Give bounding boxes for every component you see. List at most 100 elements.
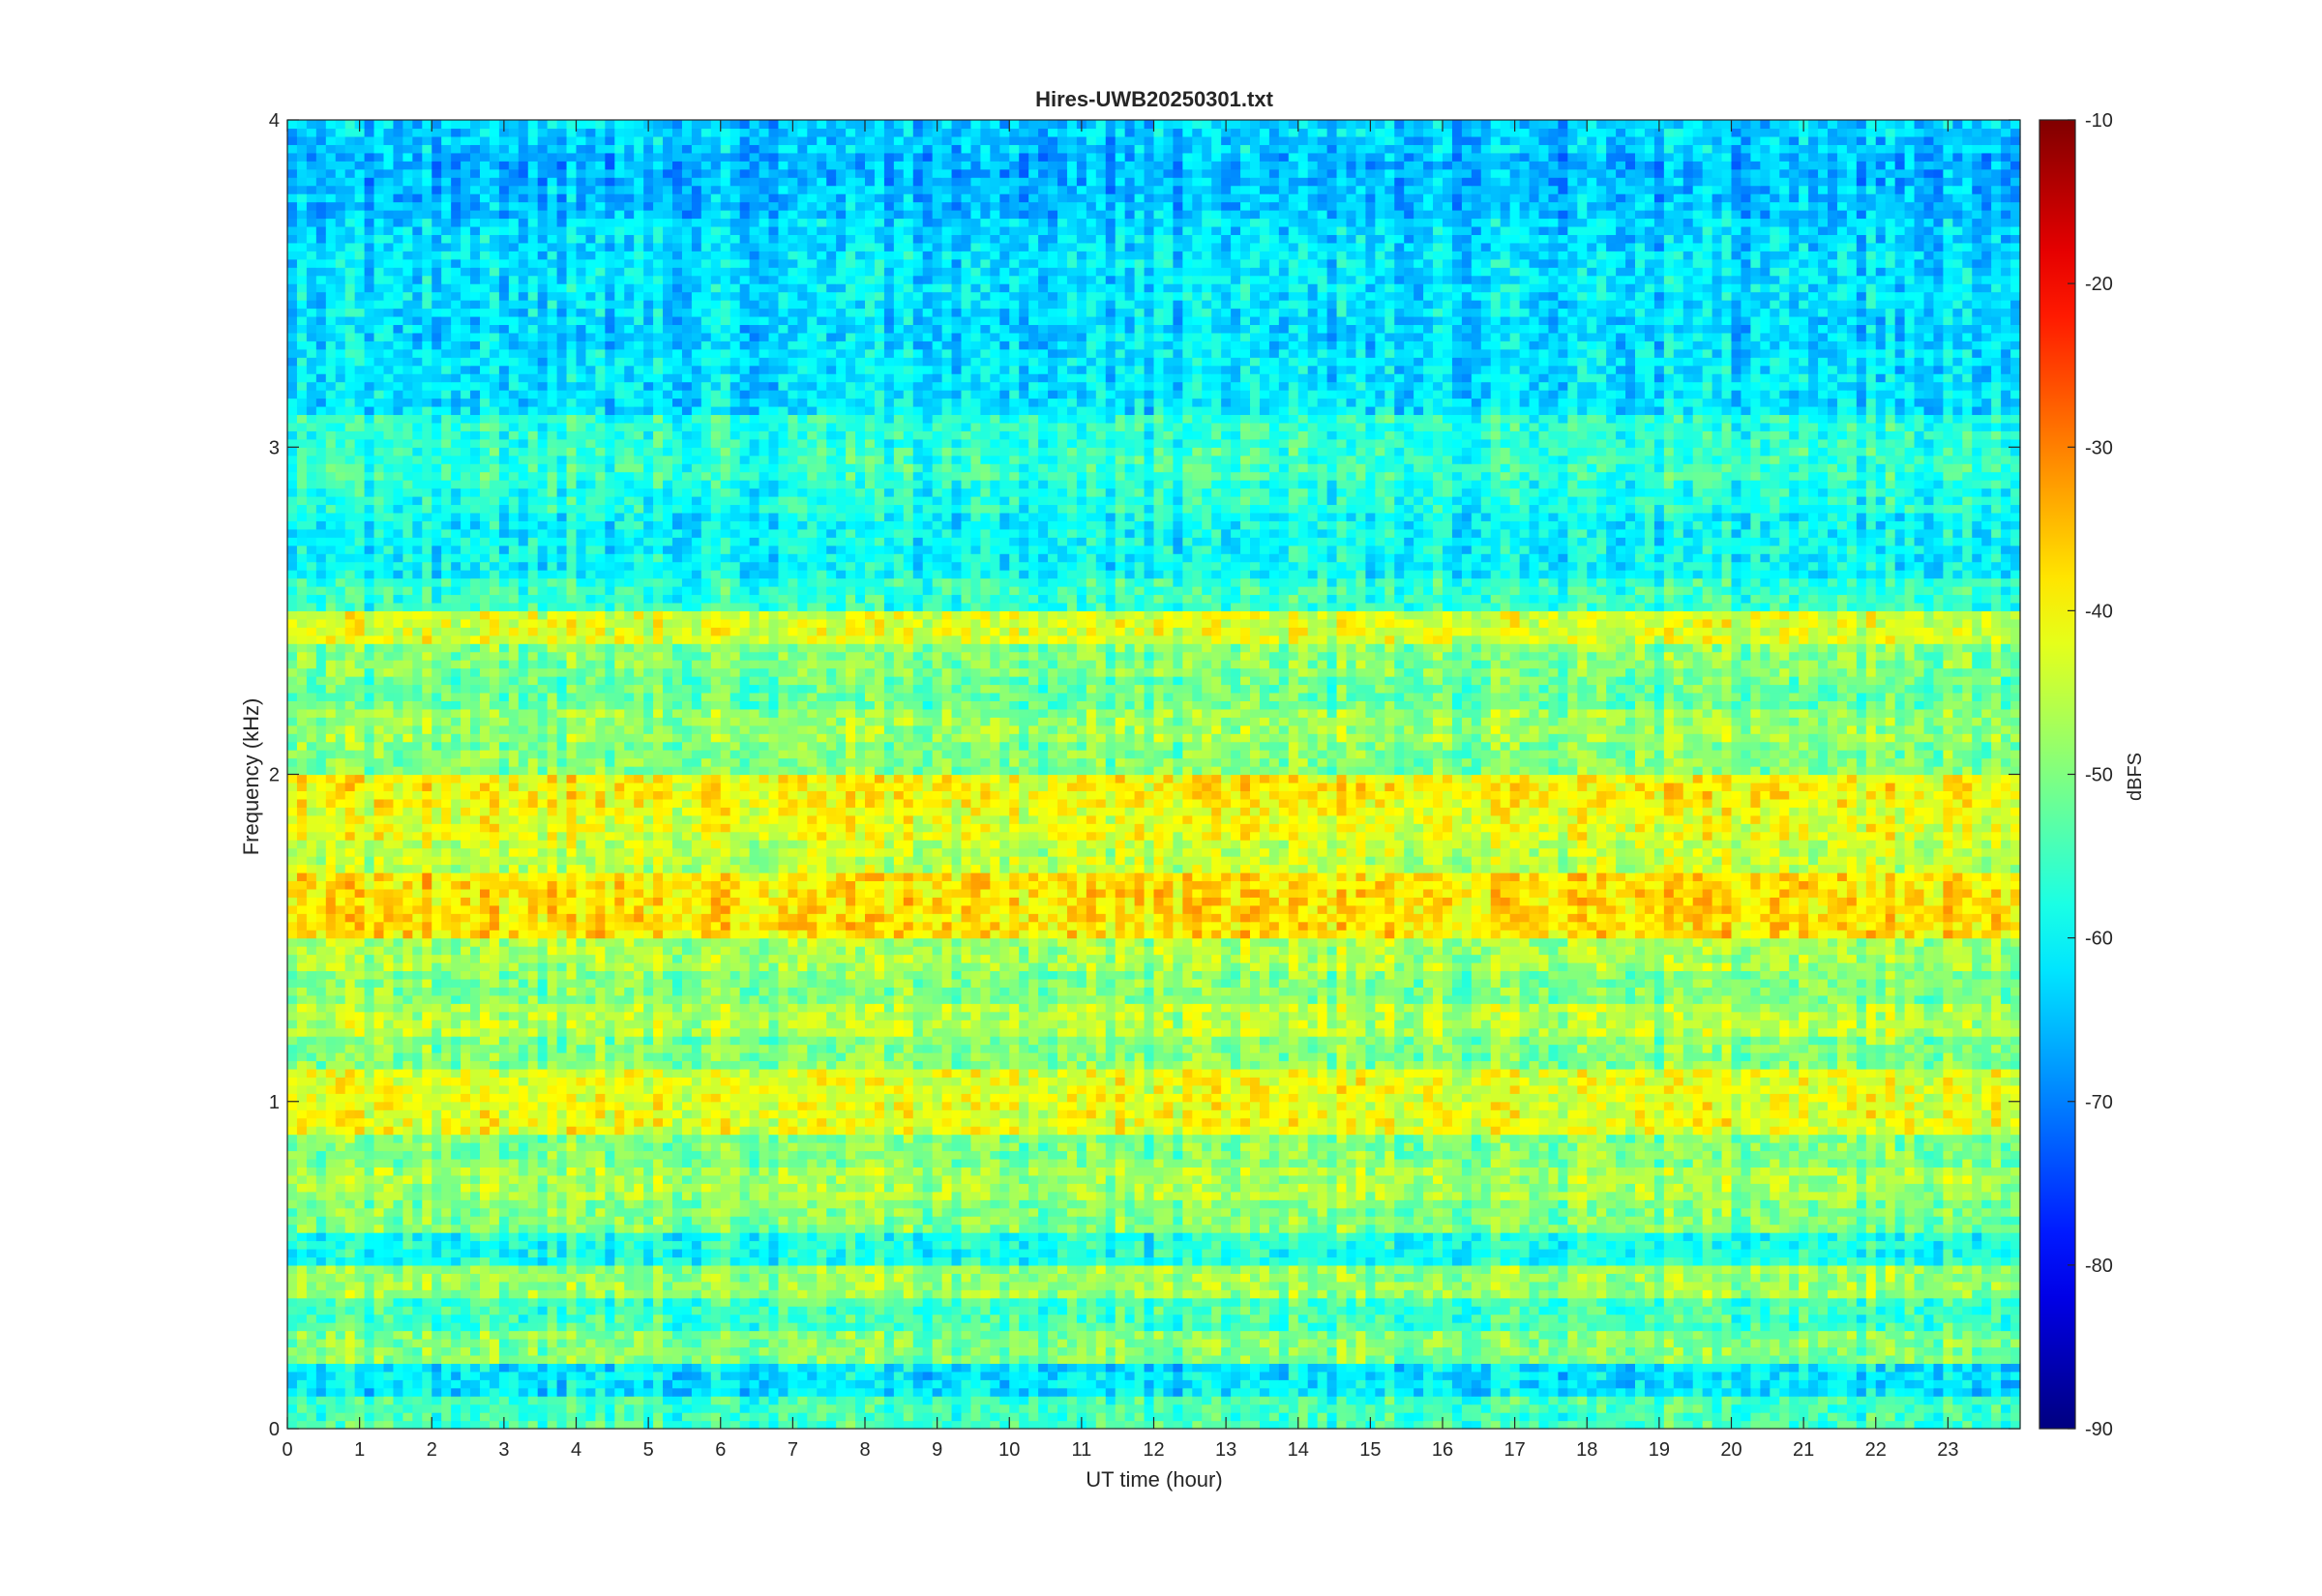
heatmap-cell bbox=[336, 1282, 346, 1290]
heatmap-cell bbox=[855, 1331, 866, 1340]
heatmap-cell bbox=[913, 1322, 924, 1331]
heatmap-cell bbox=[923, 1379, 934, 1388]
heatmap-cell bbox=[316, 1265, 327, 1274]
heatmap-cell bbox=[605, 1249, 615, 1257]
heatmap-cell bbox=[1347, 1199, 1357, 1208]
heatmap-cell bbox=[2010, 1265, 2021, 1274]
heatmap-cell bbox=[624, 1265, 635, 1274]
heatmap-cell bbox=[672, 1379, 683, 1388]
heatmap-cell bbox=[1818, 1216, 1829, 1225]
heatmap-cell bbox=[970, 1199, 981, 1208]
heatmap-cell bbox=[1318, 1249, 1328, 1257]
heatmap-cell bbox=[1116, 1404, 1126, 1413]
heatmap-cell bbox=[1915, 1216, 1925, 1225]
heatmap-cell bbox=[519, 1256, 529, 1265]
heatmap-cell bbox=[1048, 1216, 1058, 1225]
heatmap-cell bbox=[1808, 1379, 1819, 1388]
heatmap-cell bbox=[962, 1256, 972, 1265]
heatmap-cell bbox=[412, 1372, 423, 1380]
heatmap-cell bbox=[577, 1421, 587, 1430]
heatmap-cell bbox=[884, 1249, 895, 1257]
heatmap-cell bbox=[1394, 1379, 1405, 1388]
heatmap-cell bbox=[1654, 1208, 1665, 1217]
heatmap-cell bbox=[1250, 1208, 1261, 1217]
heatmap-cell bbox=[692, 1346, 702, 1355]
heatmap-cell bbox=[1808, 1265, 1819, 1274]
heatmap-cell bbox=[1057, 1315, 1068, 1323]
heatmap-cell bbox=[1202, 1421, 1212, 1430]
heatmap-cell bbox=[1981, 1298, 1992, 1307]
heatmap-cell bbox=[634, 1331, 644, 1340]
heatmap-cell bbox=[1173, 1208, 1183, 1217]
heatmap-cell bbox=[1501, 1339, 1511, 1347]
heatmap-cell bbox=[1067, 1396, 1078, 1404]
heatmap-cell bbox=[1577, 1421, 1588, 1430]
heatmap-cell bbox=[663, 1282, 673, 1290]
heatmap-cell bbox=[692, 1306, 702, 1315]
heatmap-cell bbox=[865, 1322, 876, 1331]
heatmap-cell bbox=[1876, 1388, 1887, 1397]
heatmap-cell bbox=[1567, 1372, 1578, 1380]
heatmap-cell bbox=[1308, 1289, 1319, 1298]
heatmap-cell bbox=[1106, 1404, 1116, 1413]
heatmap-cell bbox=[355, 1256, 366, 1265]
heatmap-cell bbox=[1616, 1232, 1626, 1241]
heatmap-cell bbox=[701, 1421, 712, 1430]
heatmap-cell bbox=[1837, 1346, 1848, 1355]
heatmap-cell bbox=[1606, 1363, 1617, 1372]
heatmap-cell bbox=[855, 1208, 866, 1217]
heatmap-cell bbox=[1355, 1265, 1366, 1274]
heatmap-cell bbox=[1664, 1298, 1675, 1307]
heatmap-cell bbox=[1231, 1412, 1241, 1421]
heatmap-cell bbox=[1847, 1232, 1858, 1241]
heatmap-cell bbox=[653, 1273, 664, 1282]
heatmap-cell bbox=[904, 1298, 914, 1307]
heatmap-cell bbox=[846, 1306, 856, 1315]
heatmap-cell bbox=[1355, 1315, 1366, 1323]
heatmap-cell bbox=[1384, 1306, 1395, 1315]
heatmap-cell bbox=[913, 1404, 924, 1413]
heatmap-cell bbox=[624, 1298, 635, 1307]
heatmap-cell bbox=[1703, 1396, 1713, 1404]
heatmap-cell bbox=[1847, 1388, 1858, 1397]
heatmap-cell bbox=[769, 1241, 780, 1250]
heatmap-cell bbox=[1530, 1249, 1540, 1257]
heatmap-cell bbox=[1972, 1241, 1982, 1250]
heatmap-cell bbox=[548, 1379, 558, 1388]
heatmap-cell bbox=[1664, 1249, 1675, 1257]
heatmap-cell bbox=[1269, 1256, 1280, 1265]
heatmap-cell bbox=[1182, 1421, 1193, 1430]
heatmap-cell bbox=[1240, 1388, 1251, 1397]
heatmap-cell bbox=[1355, 1339, 1366, 1347]
heatmap-cell bbox=[750, 1346, 760, 1355]
heatmap-cell bbox=[1683, 1289, 1694, 1298]
heatmap-cell bbox=[1779, 1265, 1790, 1274]
heatmap-cell bbox=[2010, 1249, 2021, 1257]
heatmap-cell bbox=[990, 1249, 1000, 1257]
heatmap-cell bbox=[1125, 1322, 1136, 1331]
heatmap-cell bbox=[1933, 1322, 1944, 1331]
heatmap-cell bbox=[1722, 1225, 1733, 1233]
heatmap-cell bbox=[1972, 1216, 1982, 1225]
heatmap-cell bbox=[1048, 1241, 1058, 1250]
heatmap-cell bbox=[1886, 1388, 1896, 1397]
heatmap-cell bbox=[692, 1396, 702, 1404]
heatmap-cell bbox=[1472, 1379, 1482, 1388]
heatmap-cell bbox=[1501, 1216, 1511, 1225]
heatmap-cell bbox=[1289, 1363, 1299, 1372]
heatmap-cell bbox=[1308, 1388, 1319, 1397]
heatmap-cell bbox=[365, 1256, 375, 1265]
heatmap-cell bbox=[865, 1232, 876, 1241]
heatmap-cell bbox=[1057, 1306, 1068, 1315]
heatmap-cell bbox=[1732, 1273, 1742, 1282]
heatmap-cell bbox=[1577, 1306, 1588, 1315]
heatmap-cell bbox=[1240, 1298, 1251, 1307]
heatmap-cell bbox=[1625, 1208, 1636, 1217]
heatmap-cell bbox=[1750, 1396, 1761, 1404]
heatmap-cell bbox=[711, 1265, 722, 1274]
heatmap-cell bbox=[1539, 1289, 1550, 1298]
heatmap-cell bbox=[374, 1208, 385, 1217]
heatmap-cell bbox=[1365, 1363, 1376, 1372]
heatmap-cell bbox=[1019, 1396, 1029, 1404]
heatmap-cell bbox=[1895, 1265, 1906, 1274]
